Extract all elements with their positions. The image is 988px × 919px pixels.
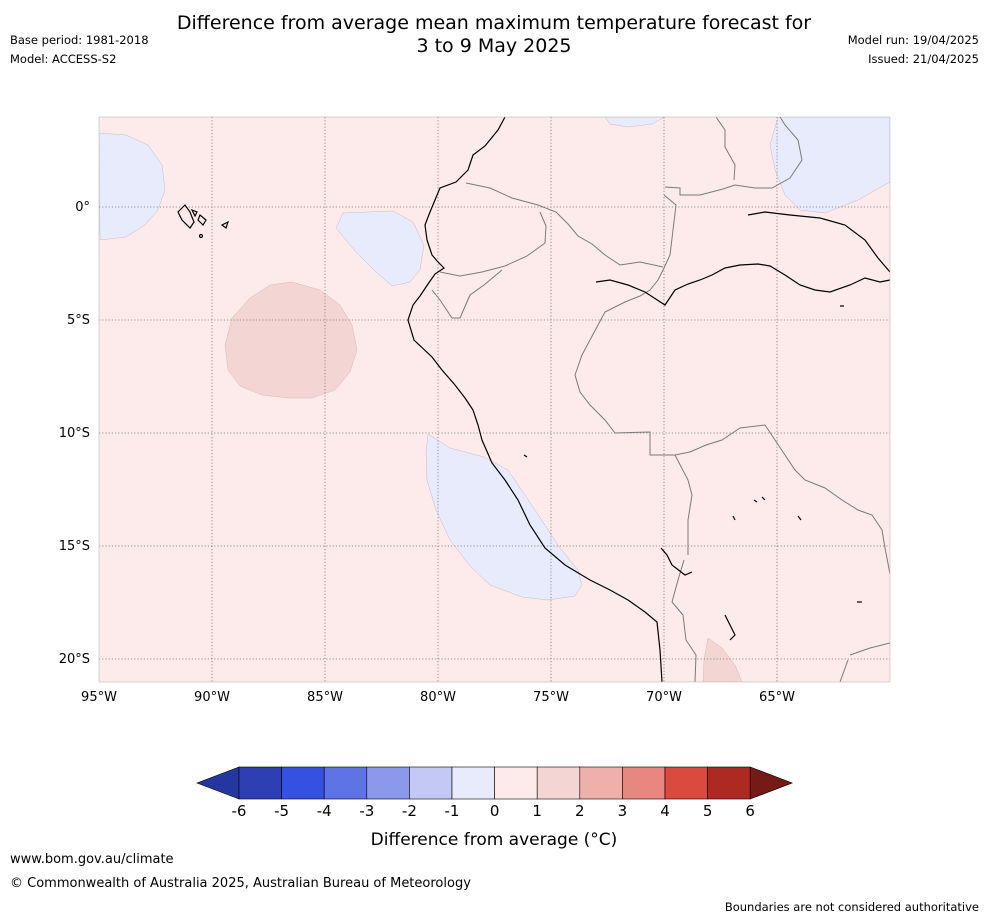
cool-anomaly-region-west [99, 132, 166, 241]
cool-anomaly-region-equator [335, 210, 425, 287]
colorbar-label: Difference from average (°C) [371, 830, 618, 850]
colorbar-swatch [707, 766, 751, 800]
colorbar-extend-high [749, 766, 794, 800]
lon-label: 85°W [307, 690, 343, 705]
country-borders [431, 117, 890, 682]
colorbar-tick-label: 2 [575, 802, 585, 820]
colorbar-tick-label: 1 [532, 802, 542, 820]
warm-anomaly-region-inland [702, 637, 743, 682]
colorbar-extend-low [196, 766, 240, 800]
colorbar-swatch [366, 766, 410, 800]
colorbar-swatch [451, 766, 495, 800]
colorbar-swatch [409, 766, 453, 800]
colorbar-tick-label: -5 [274, 802, 289, 820]
colorbar-tick-label: 5 [703, 802, 713, 820]
cool-anomaly-region-north [604, 117, 666, 128]
model-name: Model: ACCESS-S2 [10, 52, 117, 66]
longitude-labels: 95°W 90°W 85°W 80°W 75°W 70°W 65°W [81, 690, 795, 705]
colorbar-swatch [238, 766, 282, 800]
anomaly-background [99, 117, 890, 682]
coastlines [177, 117, 890, 682]
colorbar [196, 766, 794, 800]
lon-label: 90°W [194, 690, 230, 705]
colorbar-swatch [281, 766, 325, 800]
latitude-labels: 0° 5°S 10°S 15°S 20°S [59, 200, 90, 667]
lat-label: 15°S [59, 539, 90, 554]
page-title: Difference from average mean maximum tem… [0, 12, 988, 58]
colorbar-swatch [579, 766, 623, 800]
colorbar-tick-label: -2 [402, 802, 417, 820]
title-line-2: 3 to 9 May 2025 [416, 35, 572, 57]
warm-anomaly-region-ocean [224, 281, 358, 399]
lat-label: 20°S [59, 652, 90, 667]
website-link[interactable]: www.bom.gov.au/climate [10, 852, 174, 867]
lat-label: 0° [75, 200, 90, 215]
colorbar-tick-labels: -6 -5 -4 -3 -2 -1 0 1 2 3 4 5 6 [232, 802, 755, 820]
lon-label: 75°W [533, 690, 569, 705]
lon-label: 70°W [646, 690, 682, 705]
colorbar-tick-label: 6 [745, 802, 755, 820]
colorbar-tick-label: 0 [490, 802, 500, 820]
lon-label: 80°W [420, 690, 456, 705]
colorbar-swatch [622, 766, 666, 800]
colorbar-swatch [664, 766, 708, 800]
lon-label: 95°W [81, 690, 117, 705]
colorbar-swatch [494, 766, 538, 800]
copyright-notice: © Commonwealth of Australia 2025, Austra… [10, 876, 471, 891]
colorbar-tick-label: 3 [618, 802, 628, 820]
map-frame [98, 116, 891, 683]
colorbar-swatch [536, 766, 581, 800]
lon-label: 65°W [759, 690, 795, 705]
colorbar-tick-label: -1 [445, 802, 460, 820]
issued-date: Issued: 21/04/2025 [868, 52, 979, 66]
colorbar-tick-label: 4 [660, 802, 670, 820]
title-line-1: Difference from average mean maximum tem… [176, 12, 812, 34]
model-run: Model run: 19/04/2025 [847, 33, 979, 47]
colorbar-tick-label: -3 [359, 802, 374, 820]
colorbar-tick-label: -4 [317, 802, 332, 820]
cool-anomaly-region-northeast [769, 117, 890, 214]
boundary-disclaimer: Boundaries are not considered authoritat… [724, 900, 979, 914]
cool-anomaly-region-coast [425, 433, 583, 601]
lat-label: 10°S [59, 426, 90, 441]
base-period: Base period: 1981-2018 [10, 33, 149, 47]
graticule [99, 117, 890, 682]
colorbar-tick-label: -6 [232, 802, 247, 820]
lat-label: 5°S [67, 313, 90, 328]
colorbar-swatch [323, 766, 368, 800]
